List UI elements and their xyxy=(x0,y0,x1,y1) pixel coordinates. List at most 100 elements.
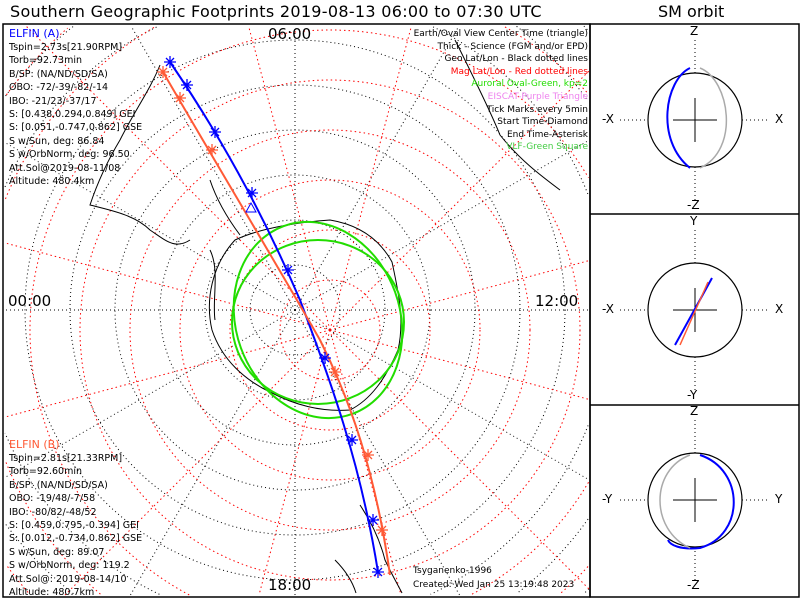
geo-lat-circle xyxy=(249,264,341,356)
mag-lat-circle xyxy=(79,79,581,581)
info-line: Tspin=2.81s[21.33RPM] xyxy=(9,453,123,464)
sm-axis-label-left: -X xyxy=(602,112,614,126)
sm-axis-label-left: -Y xyxy=(602,492,613,506)
info-line: IBO: -80/82/-48/52 xyxy=(9,506,97,518)
legend-item: Geo Lat/Lon - Black dotted lines xyxy=(444,54,588,65)
info-line: S w/Sun, deg: 86.84 xyxy=(9,135,105,147)
info-line: Att.Sol@: 2019-08-14/10 xyxy=(9,573,127,585)
mag-lon-line xyxy=(329,329,590,590)
elfin-a-lines: Tspin=2.73s[21.90RPM] Torb=92.73min B/SP: … xyxy=(9,41,142,188)
geo-lat-circle xyxy=(159,174,431,446)
elfin-b-track xyxy=(162,71,391,576)
mag-lon-line xyxy=(4,329,331,418)
info-line: S: [0.438,0.294,0.849] GEI xyxy=(9,109,136,121)
mag-lat-circle xyxy=(29,29,589,596)
legend-item: Auroral Oval-Green, kp=2 xyxy=(471,79,588,90)
time-label-right: 12:00 xyxy=(535,292,579,310)
elfin-a-tick xyxy=(319,352,331,364)
elfin-b-orbit xyxy=(659,454,691,549)
view-center-triangle xyxy=(245,201,257,213)
time-label-left: 00:00 xyxy=(8,292,52,310)
info-line: B/SP: (NA/ND/SD/SA) xyxy=(9,479,108,491)
legend-item: Tick Marks every 5min xyxy=(486,104,588,115)
sm-axis-label-right: Y xyxy=(775,492,783,506)
elfin-a-tick xyxy=(246,187,258,199)
legend-item: EISCAT-Purple Triangle xyxy=(487,91,588,102)
elfin-a-tick xyxy=(164,56,176,68)
created-timestamp: Created: Wed Jan 25 13:19:48 2023 xyxy=(413,580,575,590)
elfin-b-name: ELFIN (B) xyxy=(9,438,60,451)
legend-item: Start Time-Diamond xyxy=(497,117,588,128)
sm-axis-label-top: Y xyxy=(690,214,698,228)
geo-lat-circle xyxy=(24,39,566,581)
sm-orbit-title: SM orbit xyxy=(658,2,725,21)
auroral-oval-inner xyxy=(231,239,405,405)
mag-lat-circle xyxy=(279,279,381,381)
geo-lon-line xyxy=(294,309,460,596)
legend-item: Mag Lat/Lon - Red dotted lines xyxy=(450,66,588,77)
info-line: Tspin=2.73s[21.90RPM] xyxy=(9,42,123,53)
elfin-b-tick xyxy=(329,366,341,378)
info-line: OBO: -19/48/-7/58 xyxy=(9,493,96,505)
elfin-b-lines: Tspin=2.81s[21.33RPM] Torb=92.60min B/SP: … xyxy=(9,452,142,599)
geo-lon-line xyxy=(130,25,296,311)
elfin-a-orbit xyxy=(666,67,691,169)
geo-lat-circle xyxy=(5,25,589,595)
elfin-a-tick xyxy=(282,264,294,276)
elfin-a-tick xyxy=(346,434,358,446)
elfin-a-name: ELFIN (A) xyxy=(9,27,60,40)
polar-map xyxy=(4,25,590,596)
time-label-top: 06:00 xyxy=(268,25,312,43)
model-credit: Tsyganenko-1996 xyxy=(413,566,492,576)
elfin-b-tick xyxy=(206,144,218,156)
mag-lat-circle xyxy=(229,229,431,431)
info-line: Torb=92.60min xyxy=(9,466,83,478)
elfin-a-tick xyxy=(209,126,221,138)
legend-item: End Time-Asterisk xyxy=(506,129,588,140)
elfin-a-info: ELFIN (A) Tspin=2.73s[21.90RPM] Torb=92.7… xyxy=(9,27,142,188)
info-line: S w/OrbNorm, deg: 96.50 xyxy=(9,149,130,161)
geo-lon-line xyxy=(294,309,590,481)
elfin-a-orbit xyxy=(674,277,713,346)
africa-outline xyxy=(454,39,561,191)
sm-axis-label-left: -X xyxy=(602,302,614,316)
sm-axis-label-right: X xyxy=(775,112,784,126)
antarctica-outline xyxy=(208,179,402,411)
info-line: S: [0.051,-0.747,0.862] GSE xyxy=(9,122,143,134)
mag-lat-circle xyxy=(5,26,589,595)
elfin-a-tick xyxy=(367,514,379,526)
legend-item: VLF-Green Square xyxy=(506,142,588,153)
sm-axis-label-top: Z xyxy=(690,404,699,418)
info-line: B/SP: (NA/ND/SD/SA) xyxy=(9,68,108,80)
elfin-b-orbit xyxy=(679,281,709,346)
info-line: S w/OrbNorm, deg: 119.2 xyxy=(9,560,130,572)
legend-item: Earth/Oval View Center Time (triangle) xyxy=(413,29,588,39)
info-line: S: [0.012,-0.734,0.862] GSE xyxy=(9,533,143,545)
sm-axis-label-bottom: -Z xyxy=(687,578,700,592)
geo-lon-line xyxy=(294,139,590,311)
mag-lon-line xyxy=(329,329,402,596)
sm-axis-label-right: X xyxy=(775,302,784,316)
elfin-a-track xyxy=(169,61,379,573)
elfin-b-tick xyxy=(174,92,186,104)
sm-frame xyxy=(589,23,800,598)
legend: Earth/Oval View Center Time (triangle) Th… xyxy=(414,28,588,154)
info-line: S: [0.459,0.795,-0.394] GEI xyxy=(9,520,139,532)
elfin-b-tick xyxy=(157,66,169,78)
south-america-outline xyxy=(89,64,216,321)
info-line: Torb=92.73min xyxy=(9,55,83,67)
info-line: IBO: -21/23/-37/17 xyxy=(9,95,97,107)
elfin-b-tick xyxy=(376,524,388,536)
elfin-b-orbit xyxy=(699,67,728,169)
info-line: Altitude: 480.4km xyxy=(9,176,95,188)
sm-orbit-panels xyxy=(620,40,770,580)
elfin-b-tick xyxy=(362,449,374,461)
mag-lon-line xyxy=(329,25,412,331)
mag-lon-line xyxy=(248,25,331,331)
info-line: OBO: -72/-39/-82/-14 xyxy=(9,82,109,94)
info-line: S w/Sun, deg: 89.07 xyxy=(9,546,105,558)
info-line: Altitude: 480.7km xyxy=(9,587,95,599)
legend-item: Thick - Science (FGM and/or EPD) xyxy=(437,41,588,52)
sm-axis-label-top: Z xyxy=(690,24,699,38)
